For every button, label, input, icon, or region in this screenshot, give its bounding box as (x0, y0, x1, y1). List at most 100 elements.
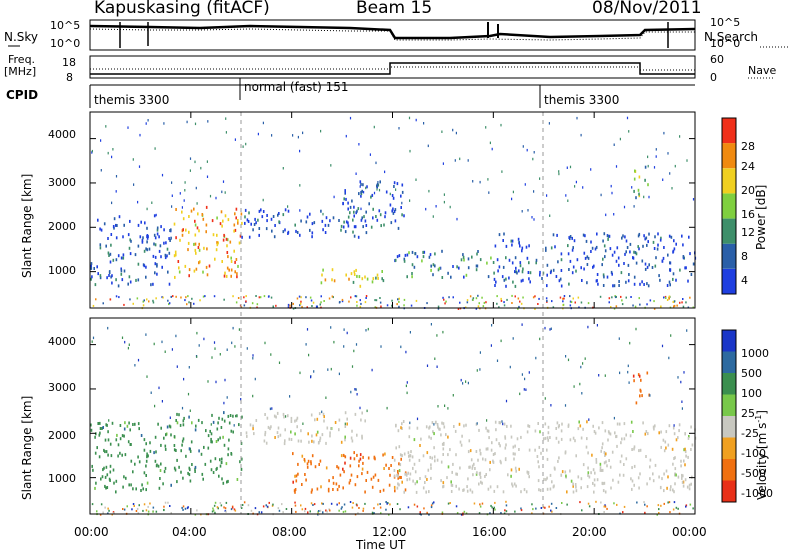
echo-cell (603, 461, 606, 465)
echo-cell (273, 414, 276, 418)
sparse-cell (489, 141, 491, 145)
echo-cell (180, 470, 182, 474)
sparse-cell (535, 356, 537, 360)
sparse-cell (269, 407, 271, 411)
echo-cell (408, 458, 411, 462)
sparse-cell (195, 186, 197, 190)
echo-cell (198, 449, 200, 453)
echo-cell (560, 258, 563, 262)
echo-cell (588, 475, 591, 479)
echo-cell (572, 482, 574, 486)
clutter-cell (318, 510, 320, 512)
echo-cell (112, 258, 115, 262)
echo-cell (394, 258, 397, 262)
echo-cell (324, 223, 327, 227)
echo-cell (618, 263, 620, 267)
echo-cell (264, 433, 266, 437)
echo-cell (514, 452, 516, 456)
velocity-ytick-1000: 1000 (48, 472, 76, 485)
clutter-cell (534, 295, 536, 298)
echo-cell (91, 464, 93, 468)
echo-cell (208, 264, 211, 268)
clutter-cell (656, 513, 658, 516)
echo-cell (620, 454, 623, 458)
echo-cell (93, 267, 95, 270)
echo-cell (297, 472, 299, 476)
nsky-tick-high: 10^5 (50, 19, 81, 32)
clutter-cell (426, 511, 428, 514)
nave-tick-high: 60 (710, 53, 724, 66)
echo-cell (372, 207, 374, 211)
clutter-cell (260, 511, 263, 514)
echo-cell (273, 235, 276, 239)
sparse-cell (327, 368, 329, 371)
echo-cell (364, 275, 366, 279)
echo-cell (527, 472, 530, 475)
echo-cell (447, 453, 449, 457)
echo-cell (143, 249, 146, 253)
echo-cell (155, 464, 158, 468)
echo-cell (610, 486, 612, 490)
sparse-cell (146, 207, 148, 211)
clutter-cell (292, 302, 294, 305)
sparse-cell (206, 175, 209, 178)
echo-cell (181, 443, 183, 447)
echo-cell (207, 446, 210, 450)
echo-cell (283, 442, 286, 446)
clutter-cell (581, 509, 583, 512)
echo-cell (654, 235, 656, 239)
echo-cell (397, 472, 399, 476)
echo-cell (631, 448, 633, 451)
echo-cell (475, 472, 478, 476)
echo-cell (634, 169, 636, 173)
clutter-cell (331, 295, 334, 298)
clutter-cell (419, 511, 421, 514)
clutter-cell (672, 508, 675, 511)
echo-cell (580, 436, 583, 440)
echo-cell (91, 275, 93, 279)
echo-cell (290, 416, 293, 420)
echo-cell (265, 441, 268, 445)
echo-cell (505, 284, 507, 288)
echo-cell (178, 413, 180, 417)
clutter-cell (143, 503, 146, 506)
sparse-cell (189, 157, 192, 160)
echo-cell (297, 439, 300, 443)
cpid-mode-3: themis 3300 (544, 93, 620, 107)
echo-cell (110, 233, 113, 236)
echo-cell (684, 432, 686, 436)
echo-cell (381, 277, 383, 281)
echo-cell (342, 202, 344, 206)
echo-cell (120, 256, 123, 260)
echo-cell (127, 440, 130, 444)
clutter-cell (385, 508, 387, 511)
echo-cell (442, 447, 445, 451)
sparse-cell (566, 166, 568, 169)
sparse-cell (662, 178, 664, 181)
clutter-cell (267, 295, 270, 298)
clutter-cell (146, 298, 148, 301)
sparse-cell (325, 396, 327, 399)
clutter-cell (407, 506, 410, 509)
echo-cell (486, 447, 489, 451)
echo-cell (518, 269, 520, 273)
echo-cell (651, 266, 654, 269)
clutter-cell (457, 308, 460, 310)
echo-cell (361, 189, 363, 193)
echo-cell (646, 282, 648, 286)
echo-cell (253, 432, 255, 436)
echo-cell (284, 208, 287, 212)
echo-cell (587, 466, 589, 470)
clutter-cell (681, 301, 683, 304)
echo-cell (602, 239, 604, 243)
sparse-cell (252, 354, 254, 357)
sparse-cell (176, 365, 178, 368)
echo-cell (338, 418, 341, 422)
echo-cell (452, 462, 454, 466)
sparse-cell (647, 164, 649, 168)
echo-cell (393, 185, 395, 188)
sparse-cell (108, 419, 110, 422)
echo-cell (679, 268, 681, 272)
echo-cell (663, 449, 666, 453)
echo-cell (672, 249, 675, 253)
